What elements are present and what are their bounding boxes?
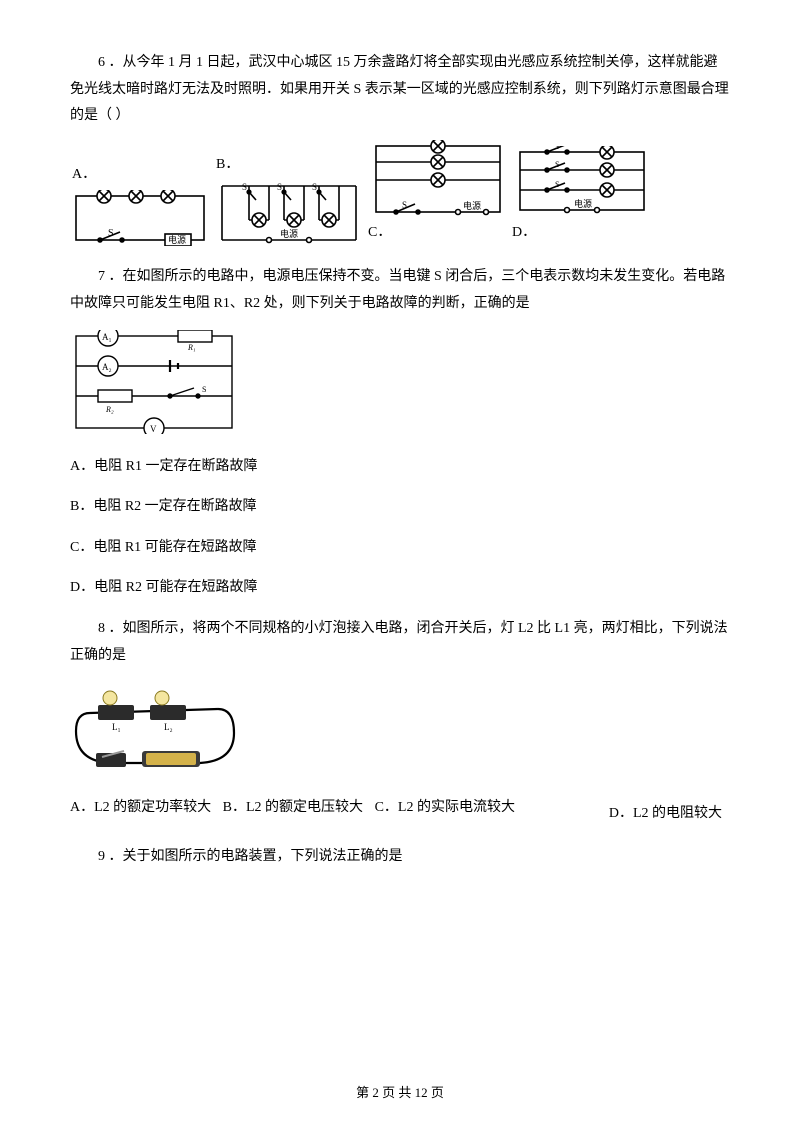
q7-opt-a: A．电阻 R1 一定存在断路故障 [70,454,730,481]
svg-text:S: S [402,200,407,210]
q6-d-label: D． [512,220,536,247]
svg-text:L₁: L₁ [112,722,121,732]
svg-text:电源: 电源 [463,200,481,211]
q8-opt-a: A．L2 的额定功率较大 [70,793,211,824]
svg-text:R₂: R₂ [105,405,114,414]
q8-options: A．L2 的额定功率较大 B．L2 的额定电压较大 C．L2 的实际电流较大 D… [70,793,730,830]
q6-a-label: A． [70,162,96,189]
q8-opt-c: C．L2 的实际电流较大 [375,793,515,824]
svg-text:A₁: A₁ [102,332,112,342]
svg-text:L₂: L₂ [164,722,173,732]
q6-diagram-d: S S S 电源 [512,146,652,218]
q6-diagram-a: S 电源 [70,190,210,246]
svg-text:S: S [555,180,559,189]
q8-opt-d: D．L2 的电阻较大 [609,799,722,830]
svg-text:S: S [202,385,206,394]
svg-text:R₁: R₁ [187,343,196,352]
q7-text: 7 ．在如图所示的电路中，电源电压保持不变。当电键 S 闭合后，三个电表示数均未… [70,264,730,317]
q6-options: A． S 电源 B． [70,140,730,247]
svg-text:电源: 电源 [574,198,592,209]
q6-opt-a: A． S 电源 [70,162,210,247]
q6-diagram-b: S S S 电源 [214,180,364,246]
q8-text: 8 ．如图所示，将两个不同规格的小灯泡接入电路，闭合开关后，灯 L2 比 L1 … [70,616,730,669]
q8-diagram: L₁ L₂ [70,683,730,775]
q8-opt-b: B．L2 的额定电压较大 [223,793,363,824]
q6-opt-c: S 电源 C． [368,140,508,247]
svg-text:S: S [277,182,282,192]
q6-opt-b: B． S [214,152,364,247]
q7-opt-b: B．电阻 R2 一定存在断路故障 [70,494,730,521]
q7-opt-d: D．电阻 R2 可能存在短路故障 [70,575,730,602]
q6-b-label: B． [214,152,239,179]
svg-text:A₂: A₂ [102,362,112,372]
q6-text: 6 ．从今年 1 月 1 日起，武汉中心城区 15 万余盏路灯将全部实现由光感应… [70,50,730,130]
q6-diagram-c: S 电源 [368,140,508,218]
q9-text: 9 ．关于如图所示的电路装置，下列说法正确的是 [70,844,730,871]
q6-opt-d: S S S 电源 D． [512,146,652,247]
svg-text:S: S [555,146,559,151]
svg-text:S: S [242,182,247,192]
svg-text:V: V [150,424,157,434]
page-footer: 第 2 页 共 12 页 [0,1081,800,1106]
q7-diagram: A₁ R₁ A₂ R₂ V S [70,330,730,434]
svg-text:电源: 电源 [168,234,186,245]
svg-text:电源: 电源 [280,228,298,239]
q6-c-label: C． [368,220,391,247]
svg-text:S: S [108,228,114,239]
q7-opt-c: C．电阻 R1 可能存在短路故障 [70,535,730,562]
svg-text:S: S [555,160,559,169]
svg-text:S: S [312,182,317,192]
